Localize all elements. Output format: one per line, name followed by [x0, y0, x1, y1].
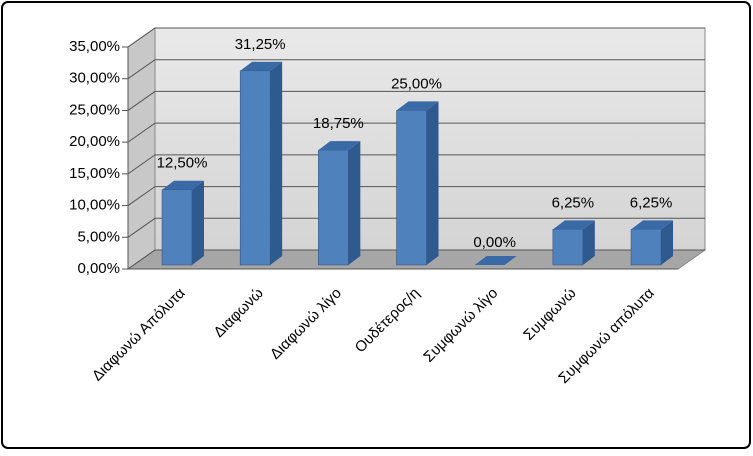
grid-line — [127, 59, 705, 80]
y-tick-label: 35,00% — [69, 38, 120, 55]
bar-side — [582, 220, 595, 265]
grid-line — [127, 186, 705, 206]
y-tick-label: 25,00% — [69, 101, 120, 118]
bar-top — [631, 220, 674, 230]
value-label: 0,00% — [473, 234, 516, 251]
bar-top — [240, 61, 283, 71]
grid-line — [127, 122, 705, 143]
bar-side — [426, 101, 439, 265]
value-label: 12,50% — [157, 155, 208, 172]
bar — [630, 229, 662, 266]
bar — [318, 149, 349, 266]
bar — [161, 189, 193, 266]
y-tick-label: 30,00% — [69, 70, 120, 87]
bar-side — [661, 220, 674, 265]
bar-side — [192, 180, 204, 265]
value-label: 25,00% — [391, 75, 442, 92]
y-tick-label: 20,00% — [69, 133, 120, 150]
y-tick-label: 15,00% — [69, 165, 120, 182]
bar-top — [552, 220, 595, 230]
side-wall — [127, 27, 156, 270]
bar-top — [318, 141, 361, 151]
bar-side — [348, 141, 361, 265]
plot-area: 0,00% 5,00% 10,00% 15,00% 20,00% 25,00% 30,00%… — [69, 27, 707, 387]
grid-line — [127, 217, 705, 238]
y-tick-label: 0,00% — [77, 260, 120, 277]
value-label: 6,25% — [552, 194, 595, 211]
bar-top — [162, 180, 204, 190]
bar-top — [474, 256, 517, 265]
bar — [552, 229, 584, 266]
bar — [396, 110, 427, 266]
value-label: 6,25% — [630, 194, 673, 211]
grid-line — [127, 90, 705, 111]
bar-top — [396, 101, 439, 111]
value-label: 31,25% — [235, 36, 286, 53]
y-tick-label: 5,00% — [77, 228, 120, 245]
grid-line — [127, 154, 705, 175]
grid-line — [127, 27, 705, 48]
grid-line — [127, 249, 705, 270]
bar — [239, 70, 271, 266]
y-tick-label: 10,00% — [69, 197, 120, 214]
bar-side — [270, 61, 283, 266]
value-label: 18,75% — [313, 115, 364, 132]
